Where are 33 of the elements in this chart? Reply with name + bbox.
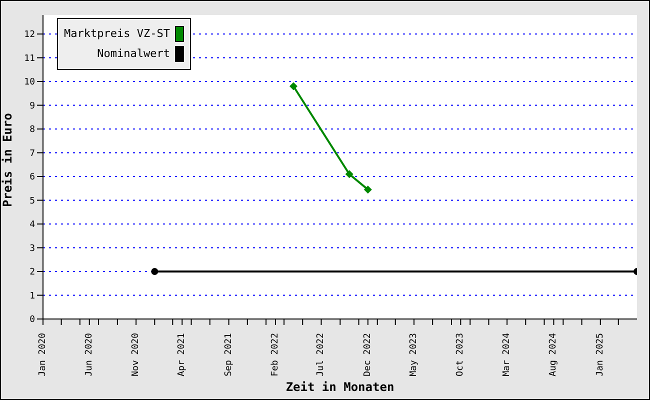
y-tick-label: 5 — [30, 196, 35, 206]
x-tick-label: Oct 2023 — [456, 333, 466, 376]
legend-label: Marktpreis VZ-ST — [64, 26, 170, 42]
y-tick-label: 0 — [30, 315, 35, 326]
y-tick-label: 7 — [30, 148, 35, 159]
y-tick-label: 2 — [30, 268, 35, 278]
x-tick-label: Apr 2021 — [177, 333, 188, 376]
y-tick-label: 4 — [30, 220, 35, 230]
y-tick-label: 3 — [30, 244, 35, 254]
x-tick-label: Sep 2021 — [224, 333, 234, 376]
x-tick-label: Jul 2022 — [316, 333, 326, 376]
point — [345, 170, 354, 178]
x-tick-label: May 2023 — [408, 333, 419, 376]
x-tick-label: Mar 2024 — [502, 333, 512, 376]
x-axis-title: Zeit in Monaten — [286, 380, 394, 394]
y-axis-title: Preis in Euro — [0, 113, 14, 207]
x-tick-label: Aug 2024 — [548, 333, 559, 376]
point — [364, 186, 372, 194]
x-tick-label: Jan 2025 — [595, 333, 606, 376]
y-tick-label: 9 — [30, 101, 35, 112]
y-tick-label: 1 — [30, 291, 35, 302]
x-tick-label: Nov 2020 — [131, 333, 142, 376]
legend-label: Nominalwert — [97, 46, 170, 62]
y-tick-label: 11 — [24, 54, 35, 64]
x-tick-label: Jan 2020 — [38, 333, 48, 376]
y-tick-label: 8 — [30, 125, 35, 136]
x-tick-label: Jun 2020 — [84, 333, 94, 376]
y-tick-label: 10 — [24, 78, 35, 88]
y-tick-label: 12 — [24, 30, 35, 40]
x-tick-label: Dec 2022 — [362, 333, 373, 376]
y-tick-label: 6 — [30, 172, 35, 183]
x-tick-label: Feb 2022 — [270, 333, 280, 376]
point — [289, 82, 298, 90]
